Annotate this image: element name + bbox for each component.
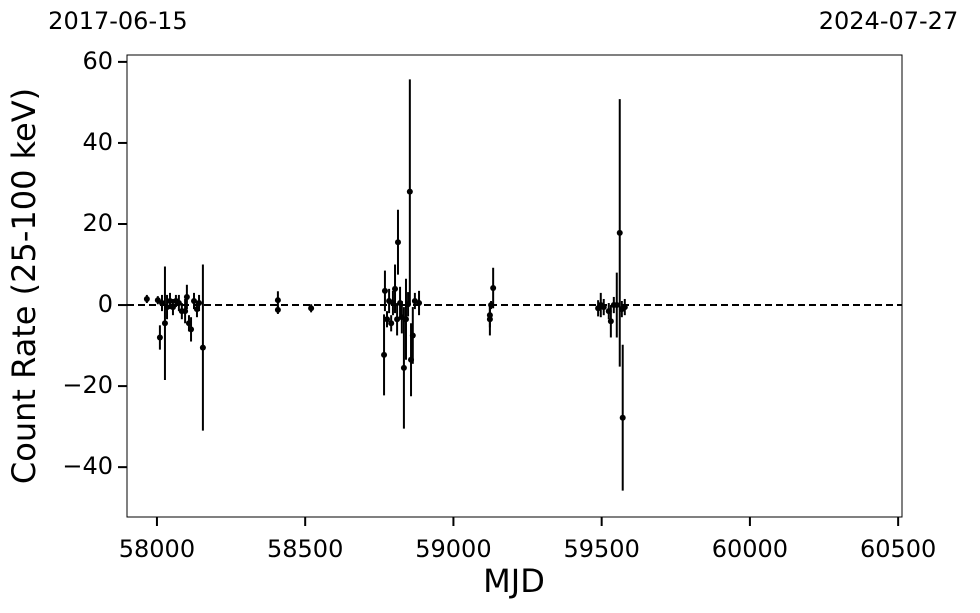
data-point — [621, 304, 628, 311]
data-point — [191, 297, 198, 304]
data-point — [392, 285, 399, 292]
x-tick-label: 60000 — [712, 535, 788, 563]
data-point — [156, 334, 163, 341]
data-point — [196, 300, 203, 307]
y-tick-label: 60 — [82, 47, 113, 75]
data-point — [175, 300, 182, 307]
data-point — [143, 295, 150, 302]
y-tick-label: 20 — [82, 209, 113, 237]
data-point — [381, 287, 388, 294]
x-tick-label: 58000 — [119, 535, 195, 563]
y-tick-label: −40 — [62, 452, 113, 480]
data-point — [183, 293, 190, 300]
data-point — [274, 297, 281, 304]
data-point — [490, 285, 497, 292]
top-date-label: 2024-07-27 — [819, 7, 958, 35]
data-point — [613, 302, 620, 309]
data-point — [600, 304, 607, 311]
data-point — [199, 344, 206, 351]
data-point — [384, 316, 391, 323]
data-point — [169, 304, 176, 311]
data-point — [274, 306, 281, 313]
data-point — [619, 414, 626, 421]
data-point — [166, 297, 173, 304]
data-point — [182, 308, 189, 315]
y-tick-label: −20 — [62, 371, 113, 399]
x-tick-label: 60500 — [860, 535, 936, 563]
data-point — [161, 320, 168, 327]
data-point — [400, 364, 407, 371]
data-point — [402, 316, 409, 323]
y-axis-label: Count Rate (25-100 keV) — [5, 88, 43, 484]
data-point — [188, 326, 195, 333]
data-point — [388, 320, 395, 327]
data-point — [394, 239, 401, 246]
y-tick-label: 0 — [98, 290, 113, 318]
x-tick-label: 59000 — [415, 535, 491, 563]
data-point — [409, 332, 416, 339]
plot-frame — [126, 54, 903, 518]
data-point — [486, 316, 493, 323]
data-point — [308, 305, 315, 312]
x-tick-label: 58500 — [267, 535, 343, 563]
data-point — [381, 351, 388, 358]
data-point — [406, 188, 413, 195]
x-tick-label: 59500 — [563, 535, 639, 563]
data-point — [394, 316, 401, 323]
top-date-label: 2017-06-15 — [48, 7, 187, 35]
data-point — [607, 318, 614, 325]
data-point — [158, 300, 165, 307]
data-point — [416, 300, 423, 307]
data-point — [616, 229, 623, 236]
data-point — [164, 304, 171, 311]
y-tick-label: 40 — [82, 128, 113, 156]
x-axis-label: MJD — [483, 562, 545, 600]
